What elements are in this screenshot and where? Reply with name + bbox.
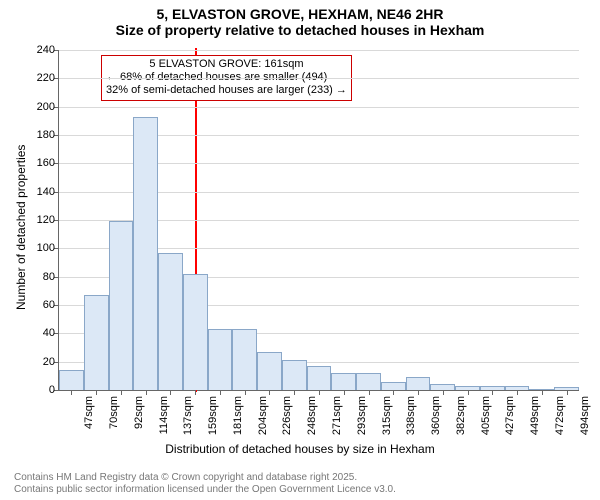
x-tick-label: 449sqm (529, 390, 541, 446)
histogram-bar (59, 370, 84, 390)
histogram-bar (331, 373, 356, 390)
y-tick-label: 20 (43, 356, 59, 368)
x-tick-mark (146, 390, 147, 395)
histogram-bar (282, 360, 307, 390)
y-tick-label: 160 (37, 157, 59, 169)
x-tick-label: 360sqm (430, 390, 442, 446)
footer-line: Contains HM Land Registry data © Crown c… (14, 472, 396, 484)
y-tick-label: 180 (37, 129, 59, 141)
x-tick-label: 382sqm (455, 390, 467, 446)
annotation-line: 5 ELVASTON GROVE: 161sqm (106, 58, 347, 71)
histogram-bar (356, 373, 381, 390)
x-tick-mark (96, 390, 97, 395)
y-tick-label: 200 (37, 101, 59, 113)
page-title: 5, ELVASTON GROVE, HEXHAM, NE46 2HR (0, 0, 600, 22)
x-tick-mark (294, 390, 295, 395)
histogram-bar (232, 329, 257, 390)
histogram-bar (406, 377, 431, 390)
histogram-bar (109, 221, 134, 390)
x-tick-label: 494sqm (579, 390, 591, 446)
x-tick-label: 472sqm (554, 390, 566, 446)
histogram-bar (381, 382, 406, 391)
y-tick-label: 100 (37, 242, 59, 254)
x-tick-label: 159sqm (207, 390, 219, 446)
x-tick-label: 47sqm (83, 390, 95, 446)
y-axis-label: Number of detached properties (14, 145, 28, 310)
footer-line: Contains public sector information licen… (14, 484, 396, 496)
x-axis-label: Distribution of detached houses by size … (0, 442, 600, 456)
y-tick-label: 120 (37, 214, 59, 226)
x-tick-label: 114sqm (158, 390, 170, 446)
x-tick-mark (269, 390, 270, 395)
x-tick-mark (443, 390, 444, 395)
x-tick-mark (245, 390, 246, 395)
x-tick-mark (319, 390, 320, 395)
y-tick-label: 220 (37, 72, 59, 84)
y-tick-label: 140 (37, 186, 59, 198)
x-tick-label: 137sqm (182, 390, 194, 446)
y-tick-label: 240 (37, 44, 59, 56)
y-tick-label: 0 (49, 384, 59, 396)
page-subtitle: Size of property relative to detached ho… (0, 22, 600, 38)
x-tick-mark (492, 390, 493, 395)
histogram-bar (257, 352, 282, 390)
x-tick-mark (71, 390, 72, 395)
x-tick-label: 70sqm (108, 390, 120, 446)
x-tick-mark (344, 390, 345, 395)
x-tick-label: 181sqm (232, 390, 244, 446)
histogram-bar (183, 274, 208, 390)
histogram-bar (84, 295, 109, 390)
y-tick-label: 60 (43, 299, 59, 311)
x-tick-label: 427sqm (504, 390, 516, 446)
x-tick-label: 271sqm (331, 390, 343, 446)
gridline (59, 78, 579, 79)
histogram-bar (208, 329, 233, 390)
gridline (59, 50, 579, 51)
annotation-line: 32% of semi-detached houses are larger (… (106, 84, 347, 97)
x-tick-mark (369, 390, 370, 395)
footer-attribution: Contains HM Land Registry data © Crown c… (0, 472, 396, 496)
x-tick-label: 405sqm (480, 390, 492, 446)
histogram-plot: 5 ELVASTON GROVE: 161sqm← 68% of detache… (58, 50, 579, 391)
histogram-bar (307, 366, 332, 390)
gridline (59, 107, 579, 108)
x-tick-mark (517, 390, 518, 395)
x-tick-mark (195, 390, 196, 395)
x-tick-mark (468, 390, 469, 395)
y-tick-label: 40 (43, 327, 59, 339)
x-tick-mark (121, 390, 122, 395)
histogram-bar (133, 117, 158, 390)
x-tick-label: 338sqm (405, 390, 417, 446)
x-tick-mark (393, 390, 394, 395)
x-tick-mark (220, 390, 221, 395)
x-tick-label: 293sqm (356, 390, 368, 446)
x-tick-label: 92sqm (133, 390, 145, 446)
x-tick-mark (542, 390, 543, 395)
x-tick-label: 248sqm (306, 390, 318, 446)
x-tick-mark (418, 390, 419, 395)
x-tick-label: 226sqm (281, 390, 293, 446)
y-tick-label: 80 (43, 271, 59, 283)
x-tick-label: 315sqm (381, 390, 393, 446)
x-tick-label: 204sqm (257, 390, 269, 446)
x-tick-mark (567, 390, 568, 395)
x-tick-mark (170, 390, 171, 395)
histogram-bar (158, 253, 183, 390)
